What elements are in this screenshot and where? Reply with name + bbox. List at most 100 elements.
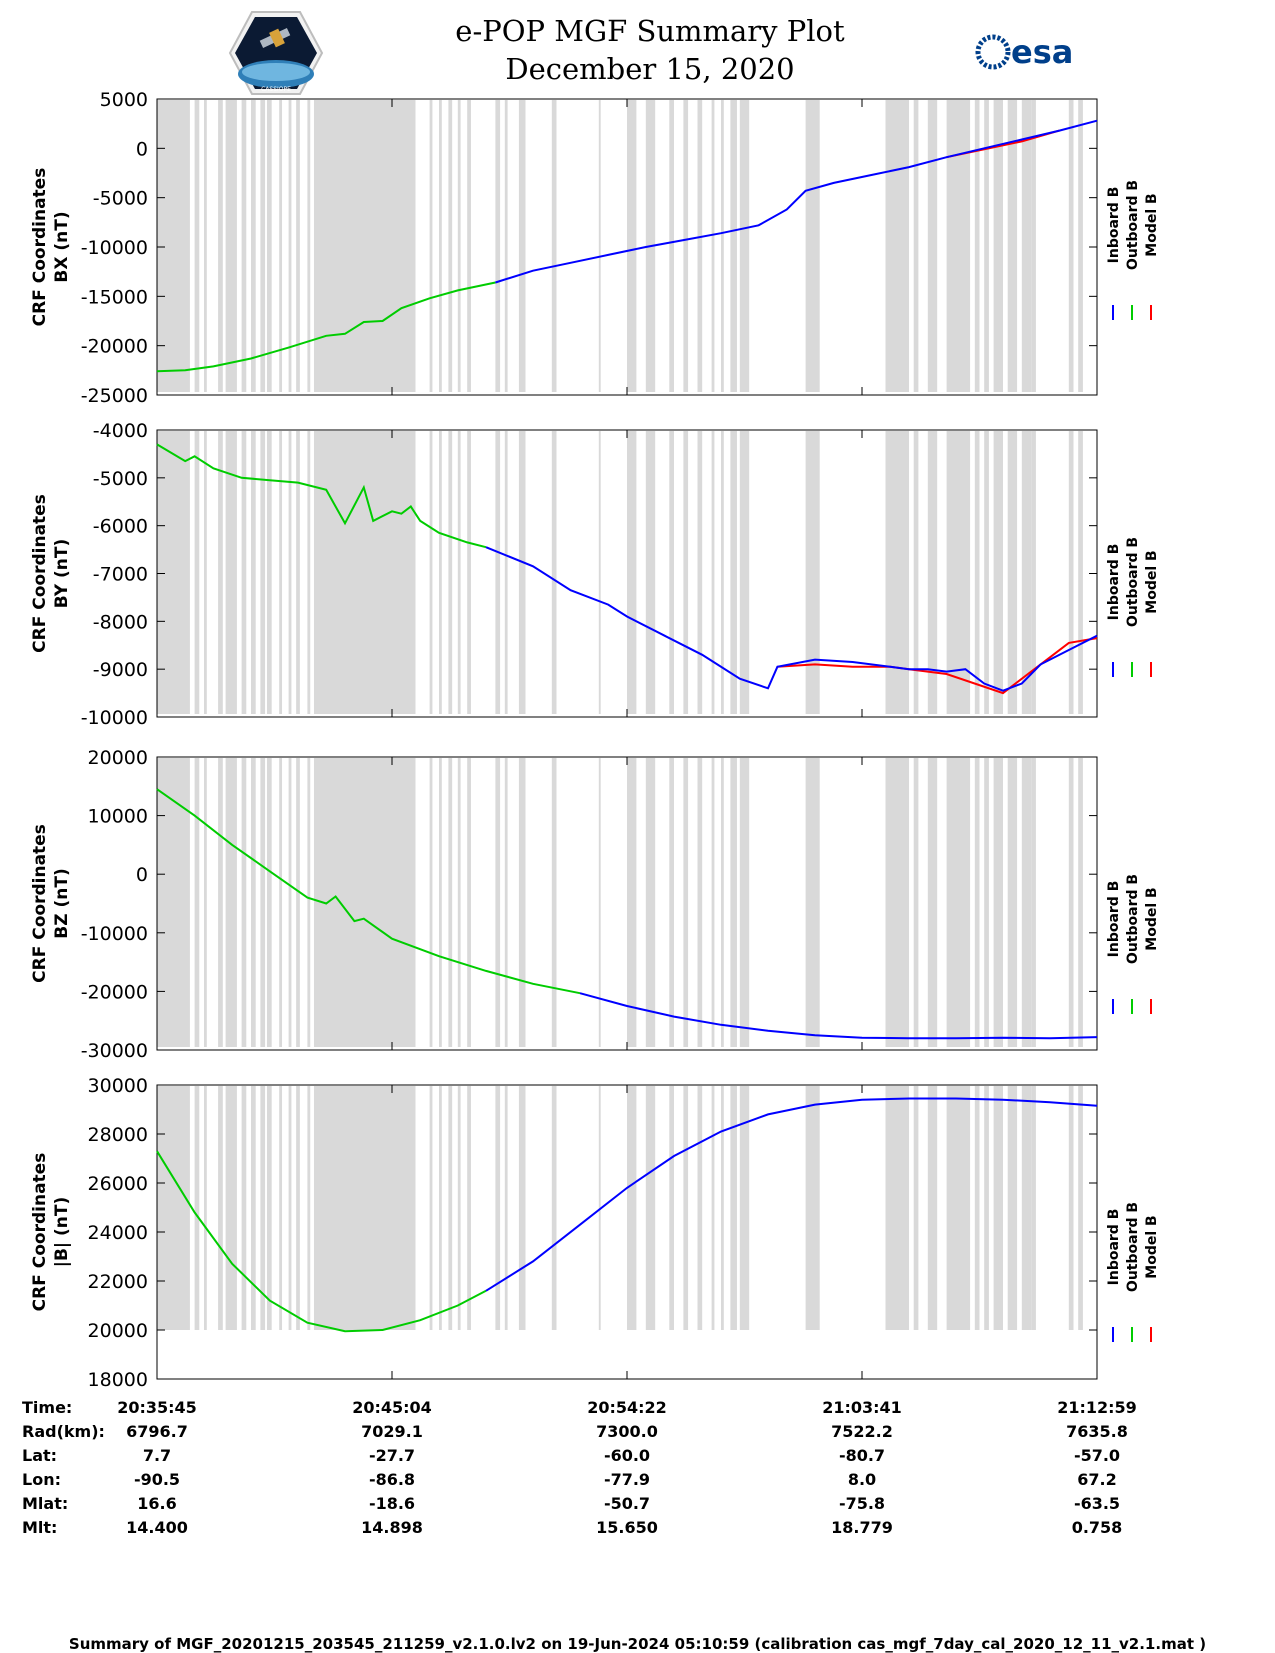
data-gap-band	[927, 431, 938, 714]
series-line-outboard-b	[156, 281, 496, 373]
data-gap-band	[1068, 758, 1074, 1047]
ephemeris-value: 20:54:22	[587, 1398, 667, 1417]
data-gap-band	[946, 758, 971, 1047]
data-gap-band	[194, 758, 200, 1047]
ephemeris-value: 15.650	[596, 1518, 658, 1537]
data-gap-band	[1078, 758, 1083, 1047]
data-gap-band	[697, 758, 703, 1047]
data-gap-band	[448, 1086, 453, 1330]
data-gap-band	[697, 100, 703, 392]
data-gap-band	[218, 758, 223, 1047]
data-gap-band	[984, 431, 989, 714]
ephemeris-value: -80.7	[839, 1446, 885, 1465]
data-gap-band	[266, 1086, 272, 1330]
y-tick-label: -10000	[81, 237, 148, 259]
y-tick-label: -10000	[81, 923, 148, 945]
data-gap-band	[669, 431, 674, 714]
data-gap-band	[218, 431, 223, 714]
data-gap-band	[598, 431, 601, 714]
data-gap-band	[805, 431, 820, 714]
ephemeris-row-label: Time:	[22, 1398, 72, 1417]
data-gap-band	[913, 431, 919, 714]
ephemeris-row-label: Rad(km):	[22, 1422, 105, 1441]
data-gap-band	[627, 1086, 637, 1330]
ephemeris-row-label: Mlat:	[22, 1494, 68, 1513]
data-gap-band	[805, 100, 820, 392]
data-gap-band	[645, 758, 656, 1047]
data-gap-band	[946, 431, 971, 714]
y-tick-label: -30000	[81, 1040, 148, 1062]
y-tick-label: 20000	[88, 1320, 148, 1342]
data-gap-band	[307, 431, 311, 714]
data-gap-band	[739, 431, 750, 714]
y-tick-label: -4000	[93, 420, 148, 442]
data-gap-band	[288, 431, 292, 714]
data-gap-band	[225, 758, 237, 1047]
plot-title: e-POP MGF Summary Plot December 15, 2020	[420, 12, 880, 88]
data-gap-band	[1031, 100, 1036, 392]
data-gap-band	[313, 100, 416, 392]
data-gap-band	[721, 758, 724, 1047]
y-tick-label: -25000	[81, 385, 148, 407]
title-line-2: December 15, 2020	[505, 52, 795, 86]
legend-label: Inboard B	[1106, 187, 1122, 264]
data-gap-band	[251, 1086, 256, 1330]
y-axis-label-line-2: |B| (nT)	[52, 1197, 72, 1268]
data-gap-band	[885, 1086, 909, 1330]
data-gap-band	[439, 1086, 442, 1330]
data-gap-band	[241, 1086, 247, 1330]
data-gap-band	[204, 431, 207, 714]
ephemeris-value: 18.779	[831, 1518, 893, 1537]
data-gap-band	[598, 100, 601, 392]
ephemeris-value: 14.898	[361, 1518, 423, 1537]
legend-label: Model B	[1144, 1215, 1160, 1278]
data-gap-band	[721, 100, 724, 392]
data-gap-band	[598, 758, 601, 1047]
y-axis-label-line-2: BX (nT)	[52, 211, 72, 282]
data-gap-band	[495, 100, 501, 392]
data-gap-band	[241, 100, 247, 392]
data-gap-band	[296, 431, 300, 714]
y-axis-label: CRF Coordinates BZ (nT)	[30, 824, 72, 983]
data-gap-band	[241, 431, 247, 714]
data-gap-band	[927, 1086, 938, 1330]
data-gap-band	[429, 431, 433, 714]
ephemeris-row-label: Mlt:	[22, 1518, 57, 1537]
ephemeris-value: -77.9	[604, 1470, 650, 1489]
y-axis-label-line-2: BY (nT)	[52, 539, 72, 609]
legend-label: Outboard B	[1125, 180, 1141, 270]
data-gap-band	[260, 100, 266, 392]
ephemeris-value: 6796.7	[126, 1422, 188, 1441]
ephemeris-value: 21:03:41	[822, 1398, 902, 1417]
data-gap-band	[683, 100, 689, 392]
data-gap-band	[241, 758, 247, 1047]
data-gap-band	[913, 100, 919, 392]
data-gap-band	[984, 758, 989, 1047]
data-gap-band	[439, 758, 442, 1047]
data-gap-band	[260, 431, 266, 714]
data-gap-band	[279, 431, 283, 714]
data-gap-band	[157, 758, 190, 1047]
data-gap-band	[288, 1086, 292, 1330]
data-gap-band	[730, 100, 737, 392]
ephemeris-value: 21:12:59	[1057, 1398, 1137, 1417]
y-tick-label: 22000	[88, 1271, 148, 1293]
ephemeris-value: 14.400	[126, 1518, 188, 1537]
data-gap-band	[627, 100, 637, 392]
data-gap-band	[204, 1086, 207, 1330]
y-tick-label: -6000	[93, 516, 148, 538]
data-gap-band	[448, 758, 453, 1047]
data-gap-band	[307, 758, 311, 1047]
y-tick-label: -20000	[81, 981, 148, 1003]
y-tick-label: -15000	[81, 286, 148, 308]
data-gap-band	[157, 100, 190, 392]
data-gap-band	[251, 758, 256, 1047]
data-gap-band	[307, 100, 311, 392]
data-gap-band	[1031, 1086, 1036, 1330]
data-gap-band	[457, 1086, 461, 1330]
data-gap-band	[279, 100, 283, 392]
y-tick-label: 10000	[88, 806, 148, 828]
data-gap-band	[194, 1086, 200, 1330]
y-axis-label: CRF Coordinates BY (nT)	[30, 494, 72, 653]
data-gap-band	[218, 1086, 223, 1330]
